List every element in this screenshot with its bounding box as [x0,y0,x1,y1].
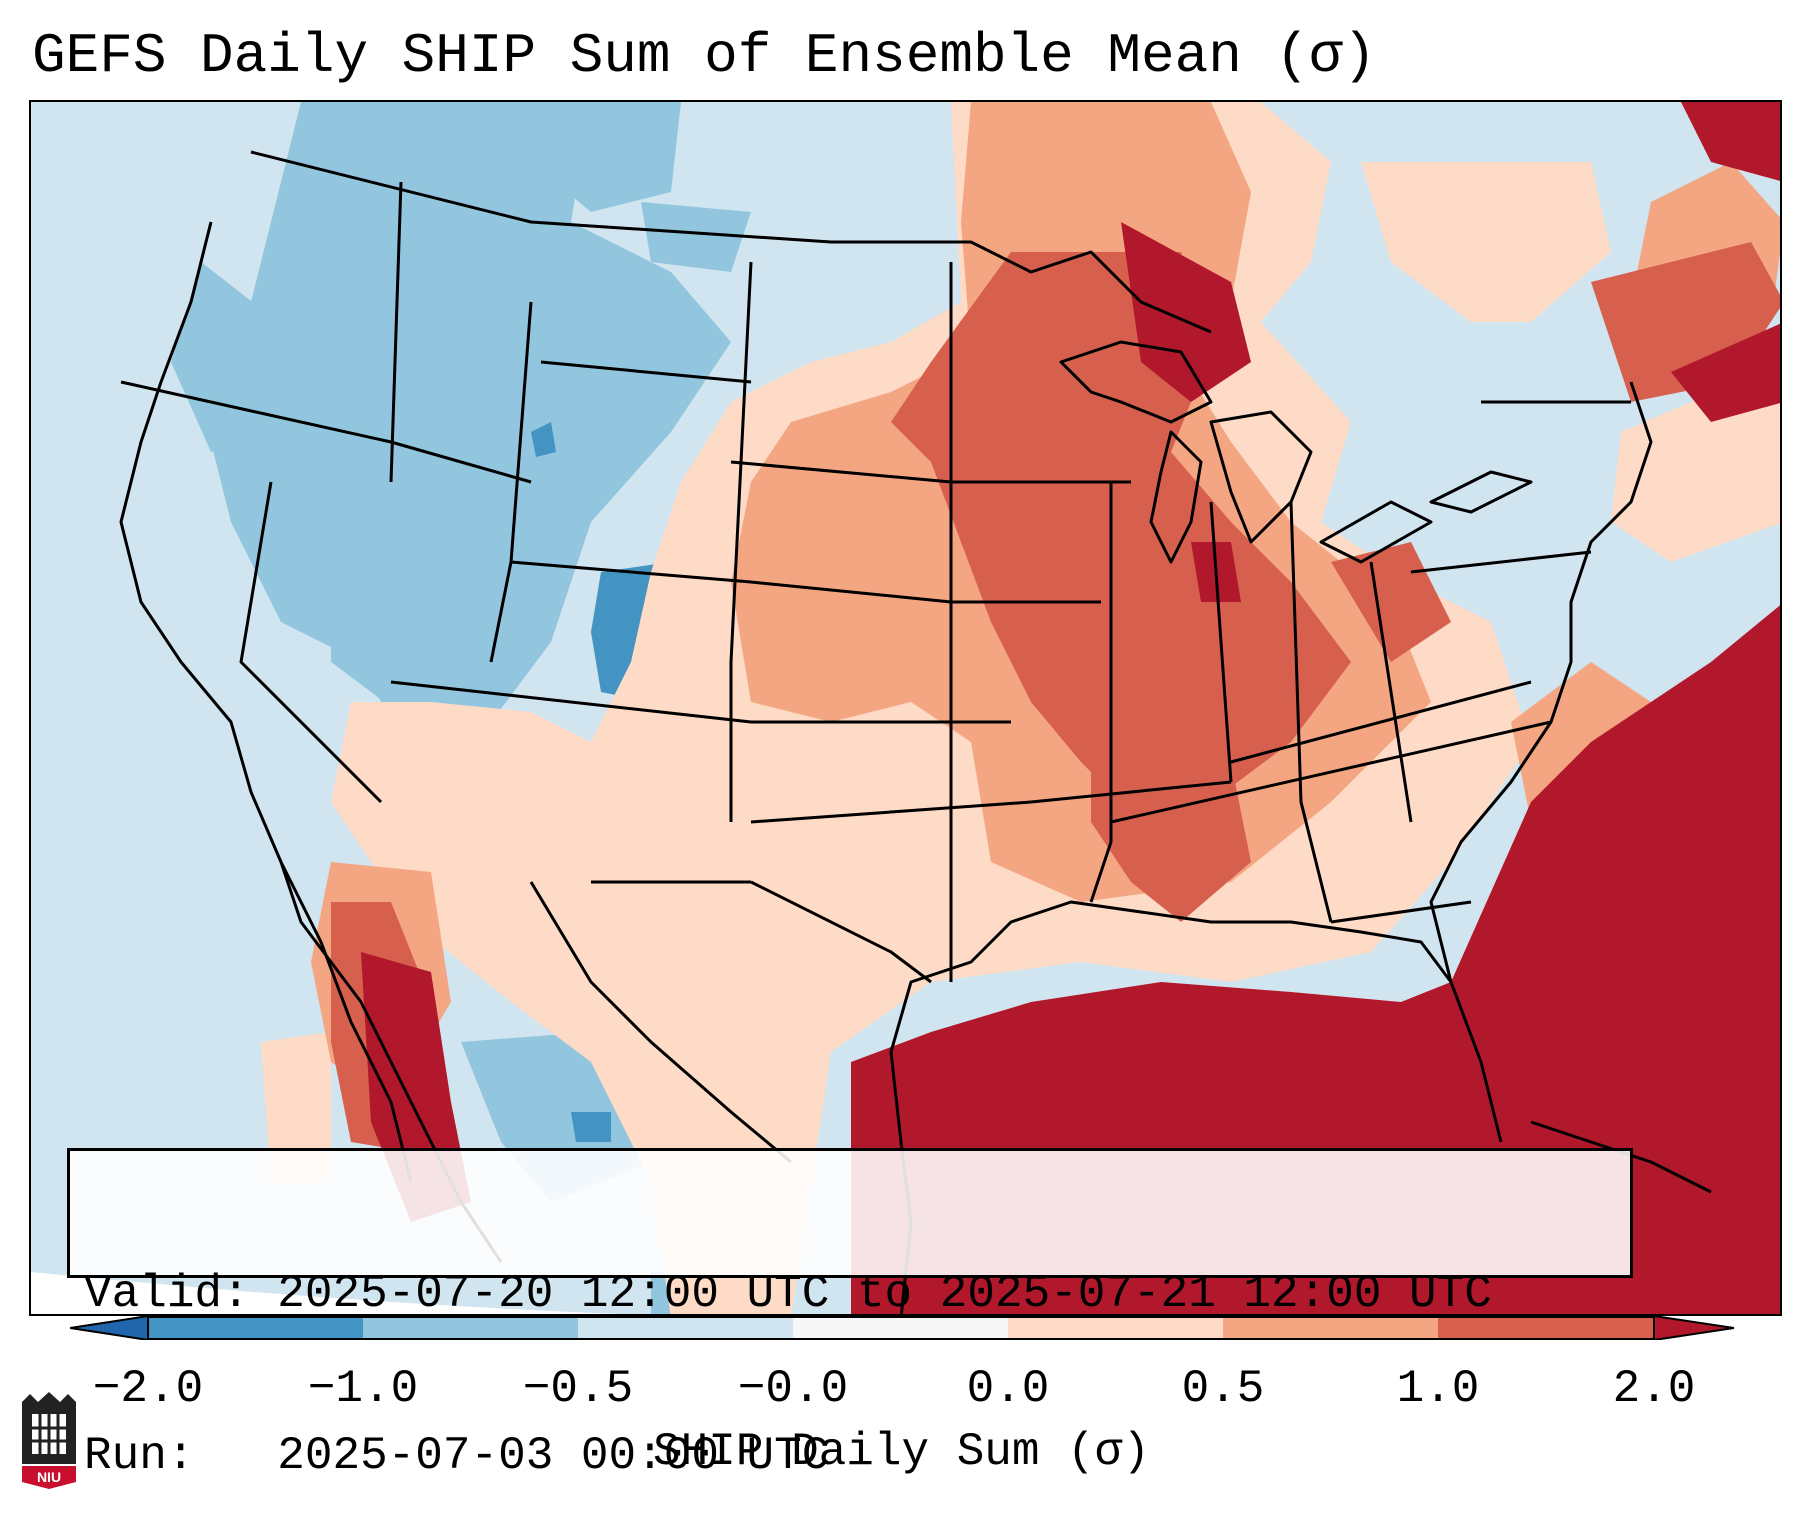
colorbar-bin-1 [148,1316,363,1340]
colorbar-bin-3 [578,1316,793,1340]
colorbar-axis-label: SHIP Daily Sum (σ) [653,1426,1150,1478]
colorbar-bin-2 [363,1316,578,1340]
colorbar-tick-label: 1.0 [1396,1363,1480,1415]
colorbar-bin-4 [793,1316,1008,1340]
map-title: GEFS Daily SHIP Sum of Ensemble Mean (σ) [32,24,1377,88]
borders-and-coastlines [119,150,1712,1314]
colorbar-tick-label: −0.0 [737,1363,849,1415]
colorbar-over-extension [1653,1316,1734,1340]
off-projection-area [31,1272,619,1314]
run-value: 2025-07-03 00:00 UTC [277,1430,830,1482]
colorbar-tick-label: 0.5 [1181,1363,1265,1415]
colorbar-outline [147,1316,1655,1340]
colorbar-tick-label: −0.5 [522,1363,634,1415]
colorbar-tick-label: −2.0 [92,1363,204,1415]
map-panel [29,100,1782,1316]
valid-run-info-box: Valid: 2025-07-20 12:00 UTC to 2025-07-2… [67,1148,1633,1482]
run-label: Run: [84,1430,195,1482]
colorbar-tick-label: −1.0 [307,1363,419,1415]
run-line: Run: 2025-07-03 00:00 UTC [84,1429,1616,1483]
colorbar-bin-7 [1438,1316,1654,1340]
valid-value: 2025-07-20 12:00 UTC to 2025-07-21 12:00… [277,1268,1492,1320]
colorbar-bin-6 [1223,1316,1438,1340]
niu-logo: NIU [22,1392,76,1489]
colorbar [70,1316,1734,1340]
colorbar-under-extension [70,1316,149,1340]
colorbar-bin-5 [1008,1316,1223,1340]
logo-text: NIU [37,1469,61,1485]
colorbar-tick-label: 0.0 [966,1363,1050,1415]
valid-label: Valid: [84,1268,250,1320]
colorbar-tick-label: 2.0 [1612,1363,1696,1415]
ship-field-map [31,102,1780,1314]
valid-line: Valid: 2025-07-20 12:00 UTC to 2025-07-2… [84,1267,1616,1321]
